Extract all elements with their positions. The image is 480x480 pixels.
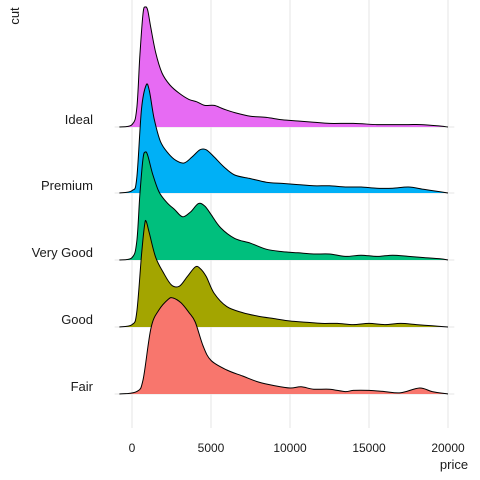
x-tick-label: 5000 — [198, 441, 225, 455]
x-tick-label: 0 — [129, 441, 136, 455]
y-tick-label-good: Good — [61, 312, 93, 327]
ridge-fill-fair — [119, 297, 449, 394]
y-tick-label-premium: Premium — [41, 178, 93, 193]
y-tick-label-ideal: Ideal — [65, 112, 93, 127]
ridge-outline-very-good — [119, 151, 449, 261]
ridge-outline-ideal — [119, 6, 449, 128]
ridge-fill-ideal — [119, 6, 449, 128]
y-tick-labels: Ideal Premium Very Good Good Fair — [32, 112, 94, 394]
x-tick-label: 10000 — [273, 441, 307, 455]
x-tick-label: 15000 — [352, 441, 386, 455]
x-tick-labels: 0 5000 10000 15000 20000 — [129, 441, 465, 455]
ridge-outline-fair — [119, 297, 449, 395]
ridge-fill-very-good — [119, 151, 449, 260]
ridge-outline-good — [119, 219, 449, 328]
y-tick-label-very-good: Very Good — [32, 245, 93, 260]
ridges — [114, 6, 455, 395]
y-tick-label-fair: Fair — [71, 379, 94, 394]
y-axis-title: cut — [7, 7, 22, 25]
x-tick-label: 20000 — [431, 441, 465, 455]
ridge-fill-good — [119, 220, 449, 327]
grid-lines — [131, 0, 449, 428]
ridge-fill-premium — [119, 83, 449, 193]
ridge-outline-premium — [119, 83, 449, 194]
x-axis-title: price — [440, 457, 468, 472]
